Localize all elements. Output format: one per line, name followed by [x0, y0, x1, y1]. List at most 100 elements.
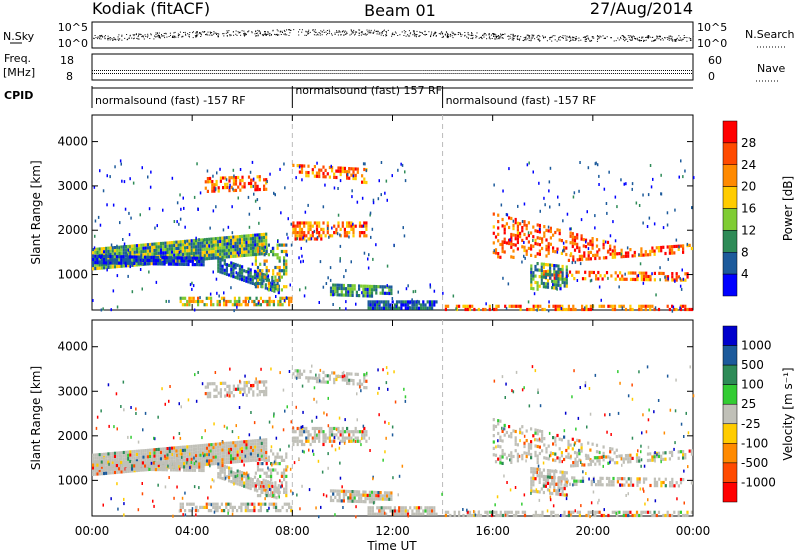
nave-point — [650, 73, 652, 74]
echo-cell — [272, 272, 275, 276]
echo-cell — [179, 455, 182, 459]
nsky-point — [618, 39, 620, 41]
freq-point — [146, 70, 148, 71]
nsky-point — [504, 33, 506, 35]
echo-cell — [485, 302, 487, 306]
nsky-point — [500, 33, 501, 35]
echo-cell — [298, 227, 301, 231]
nsky-point — [298, 31, 299, 33]
nsky-point — [102, 36, 103, 38]
nsky-point — [483, 34, 485, 36]
echo-cell — [613, 307, 617, 312]
freq-point — [166, 70, 168, 71]
nsky-point — [453, 34, 455, 36]
echo-cell — [154, 259, 157, 263]
nave-point — [600, 73, 602, 74]
echo-cell — [206, 180, 209, 184]
echo-cell — [250, 185, 253, 189]
echo-cell — [668, 307, 671, 312]
echo-cell — [109, 265, 112, 269]
echo-cell — [94, 257, 97, 261]
nave-point — [310, 73, 312, 74]
echo-cell — [201, 299, 204, 304]
echo-cell — [173, 459, 176, 463]
echo-cell — [98, 466, 101, 470]
echo-cell — [426, 306, 429, 310]
nsky-point — [266, 33, 268, 35]
echo-cell — [181, 252, 184, 256]
echo-cell — [154, 262, 157, 266]
freq-point — [198, 70, 200, 71]
echo-cell — [553, 267, 556, 271]
nave-point — [632, 73, 634, 74]
echo-cell — [337, 224, 340, 228]
echo-cell — [107, 253, 110, 257]
echo-cell — [113, 258, 116, 262]
echo-cell — [92, 453, 95, 457]
echo-cell — [188, 239, 191, 243]
nsky-point — [171, 37, 173, 38]
nave-point — [138, 73, 140, 74]
nsky-point — [681, 38, 683, 40]
nsky-point — [181, 36, 183, 38]
echo-cell — [179, 299, 182, 304]
nsky-point — [286, 34, 288, 36]
echo-cell — [559, 277, 562, 281]
echo-cell — [508, 225, 511, 230]
nsky-point — [627, 41, 629, 42]
echo-cell — [166, 254, 169, 258]
echo-cell — [179, 452, 182, 456]
echo-cell — [127, 251, 130, 255]
echo-cell — [525, 227, 528, 231]
echo-cell — [298, 237, 301, 241]
echo-cell — [214, 442, 217, 446]
echo-cell — [552, 304, 555, 308]
echo-cell — [168, 459, 171, 463]
echo-cell — [129, 247, 132, 252]
freq-point — [516, 70, 518, 71]
echo-cell — [200, 259, 203, 264]
echo-cell — [216, 442, 220, 446]
echo-cell — [113, 458, 117, 462]
echo-cell — [94, 234, 96, 238]
nsky-point — [108, 37, 110, 39]
echo-cell — [636, 277, 639, 282]
echo-cell — [238, 270, 241, 275]
nsky-point — [447, 33, 449, 35]
echo-cell — [199, 248, 202, 252]
echo-cell — [204, 186, 207, 190]
echo-cell — [115, 255, 118, 259]
nsky-point — [368, 32, 370, 34]
echo-cell — [532, 287, 535, 291]
echo-cell — [92, 251, 95, 255]
echo-cell — [315, 231, 319, 235]
echo-cell — [262, 444, 266, 448]
nave-point — [538, 73, 540, 74]
echo-cell — [180, 207, 182, 211]
echo-cell — [572, 304, 575, 308]
echo-cell — [275, 496, 278, 500]
echo-cell — [272, 249, 275, 254]
echo-cell — [371, 303, 374, 307]
echo-cell — [265, 462, 268, 466]
nsky-point — [562, 35, 564, 37]
echo-cell — [219, 270, 222, 274]
echo-cell — [210, 452, 213, 456]
echo-cell — [179, 193, 181, 197]
echo-cell — [577, 270, 580, 274]
nsky-point — [111, 38, 113, 40]
echo-cell — [347, 287, 350, 291]
echo-cell — [534, 274, 537, 278]
echo-cell — [243, 247, 246, 251]
echo-cell — [195, 447, 198, 451]
nsky-point — [565, 39, 567, 41]
echo-cell — [315, 221, 319, 225]
echo-cell — [138, 459, 141, 463]
nave-point — [278, 73, 280, 74]
echo-cell — [234, 457, 237, 461]
nave-point — [502, 73, 504, 74]
echo-cell — [120, 457, 123, 461]
echo-cell — [162, 248, 165, 252]
nave-point — [689, 73, 690, 74]
echo-cell — [303, 442, 306, 447]
